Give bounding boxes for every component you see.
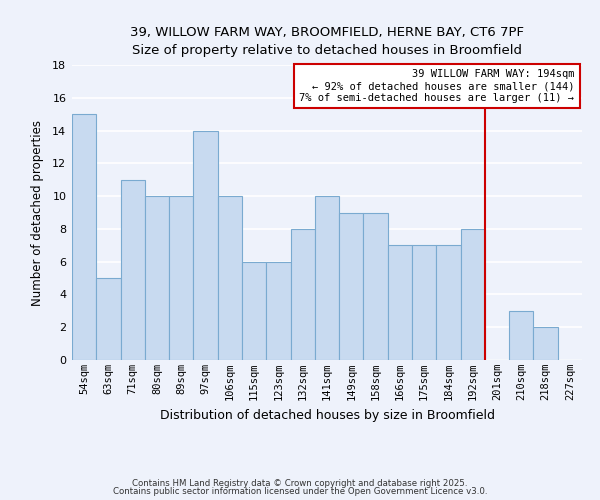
Text: 39 WILLOW FARM WAY: 194sqm
← 92% of detached houses are smaller (144)
7% of semi: 39 WILLOW FARM WAY: 194sqm ← 92% of deta… bbox=[299, 70, 574, 102]
Text: Contains HM Land Registry data © Crown copyright and database right 2025.: Contains HM Land Registry data © Crown c… bbox=[132, 478, 468, 488]
Bar bbox=[509, 311, 533, 360]
Bar bbox=[145, 196, 169, 360]
X-axis label: Distribution of detached houses by size in Broomfield: Distribution of detached houses by size … bbox=[160, 408, 494, 422]
Bar bbox=[290, 229, 315, 360]
Bar bbox=[436, 246, 461, 360]
Y-axis label: Number of detached properties: Number of detached properties bbox=[31, 120, 44, 306]
Text: Contains public sector information licensed under the Open Government Licence v3: Contains public sector information licen… bbox=[113, 487, 487, 496]
Bar bbox=[121, 180, 145, 360]
Bar bbox=[315, 196, 339, 360]
Bar bbox=[169, 196, 193, 360]
Bar bbox=[266, 262, 290, 360]
Bar bbox=[364, 212, 388, 360]
Bar bbox=[72, 114, 96, 360]
Bar bbox=[193, 130, 218, 360]
Bar bbox=[533, 327, 558, 360]
Bar bbox=[388, 246, 412, 360]
Bar bbox=[218, 196, 242, 360]
Bar bbox=[242, 262, 266, 360]
Bar bbox=[96, 278, 121, 360]
Bar bbox=[339, 212, 364, 360]
Title: 39, WILLOW FARM WAY, BROOMFIELD, HERNE BAY, CT6 7PF
Size of property relative to: 39, WILLOW FARM WAY, BROOMFIELD, HERNE B… bbox=[130, 26, 524, 57]
Bar bbox=[461, 229, 485, 360]
Bar bbox=[412, 246, 436, 360]
